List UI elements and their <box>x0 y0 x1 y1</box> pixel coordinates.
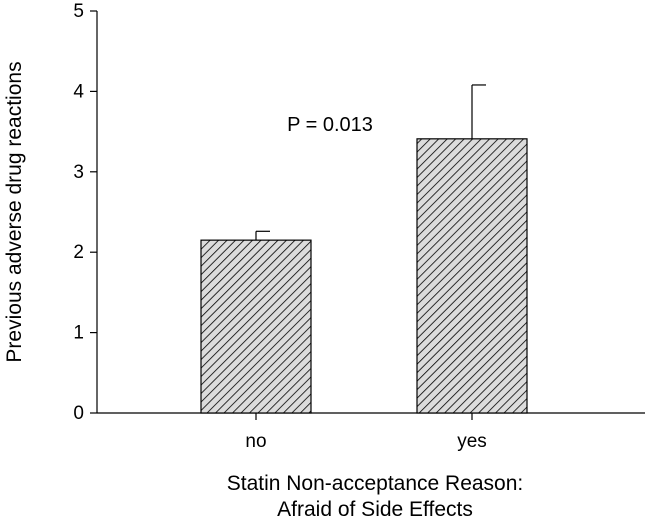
x-axis <box>97 412 645 420</box>
y-tick-label: 3 <box>73 162 84 183</box>
x-axis-title-line-2: Afraid of Side Effects <box>277 498 473 521</box>
x-axis-title-line-1: Statin Non-acceptance Reason: <box>227 472 524 495</box>
y-tick-label: 0 <box>73 403 84 424</box>
y-tick-label: 4 <box>73 81 84 102</box>
x-tick-labels: no yes <box>245 431 486 452</box>
y-tick-label: 2 <box>73 242 84 263</box>
p-value-annotation: P = 0.013 <box>287 114 373 136</box>
y-tick-labels: 0 1 2 3 4 5 <box>73 1 84 424</box>
bars <box>200 138 528 414</box>
y-axis-title: Previous adverse drug reactions <box>3 61 26 362</box>
y-tick-label: 1 <box>73 323 84 344</box>
bar-no <box>200 239 312 414</box>
x-tick-label: no <box>245 431 266 452</box>
y-axis <box>90 10 98 414</box>
error-bars <box>255 84 486 241</box>
x-tick-label: yes <box>457 431 487 452</box>
bar-yes <box>416 138 528 414</box>
y-tick-label: 5 <box>73 1 84 22</box>
